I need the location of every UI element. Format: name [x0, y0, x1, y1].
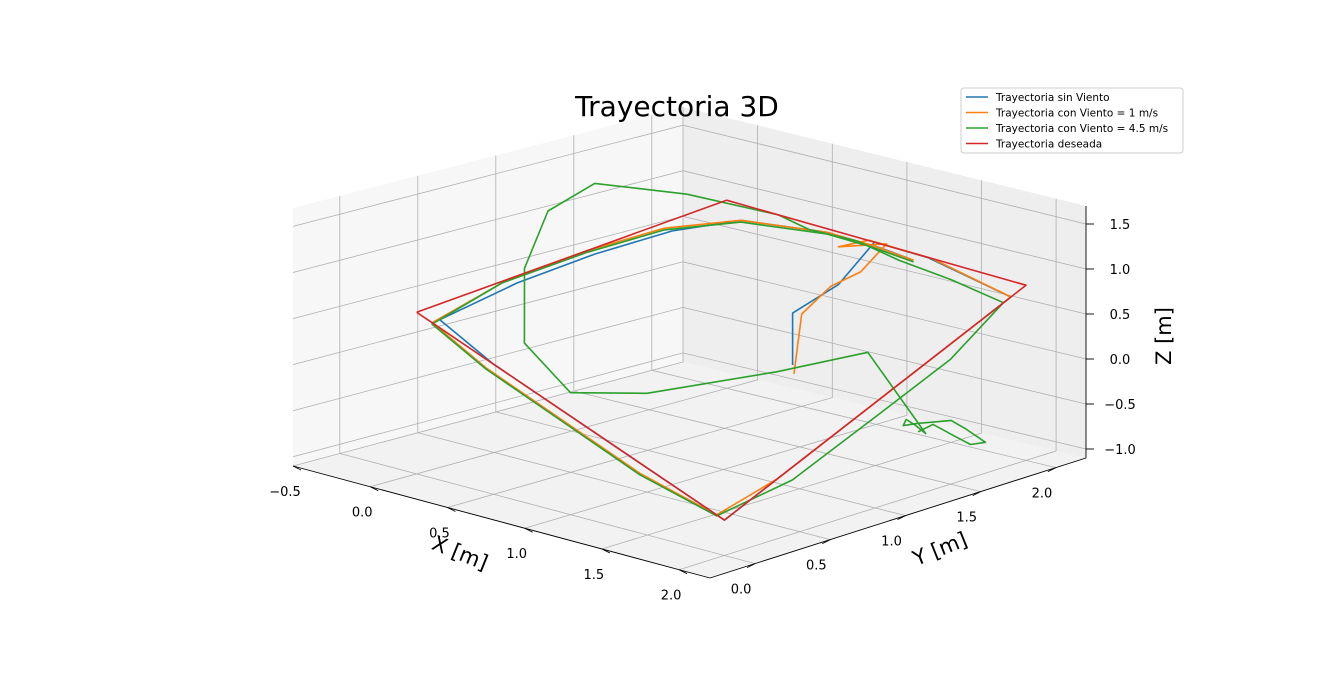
- z-grid-line: [292, 170, 1087, 273]
- series-line-4: [416, 199, 1027, 521]
- x-tick-label: −0.5: [269, 485, 301, 500]
- x-tick-mark: [524, 527, 533, 533]
- x-grid-line: [524, 162, 908, 529]
- y-axis-line: [709, 457, 1087, 579]
- z-grid-line: [292, 261, 1087, 365]
- legend: Trayectoria sin Viento Trayectoria con Vi…: [960, 87, 1184, 154]
- x-tick-mark: [601, 548, 611, 554]
- y-tick-label: 0.0: [731, 583, 752, 598]
- z-grid-line: [292, 124, 1087, 227]
- z-axis-label: Z [m]: [1152, 307, 1176, 365]
- z-tick-label: 1.5: [1110, 218, 1131, 233]
- x-axis-line: [292, 465, 711, 579]
- legend-label: Trayectoria sin Viento: [995, 92, 1110, 104]
- x-tick-label: 2.0: [661, 589, 682, 604]
- x-tick-mark: [370, 486, 379, 492]
- x-grid-line: [447, 143, 833, 508]
- legend-label: Trayectoria con Viento = 4.5 m/s: [995, 123, 1168, 135]
- y-tick-mark: [897, 515, 906, 521]
- data-series: [416, 182, 1027, 521]
- x-tick-label: 0.5: [429, 526, 450, 541]
- axes: −0.5 0.0 0.5 1.0 1.5 2.0 0.0 0.5 1.0 1.5 2.0 −1.0 −0…: [269, 206, 1136, 604]
- z-grid-line: [292, 306, 1087, 412]
- z-tick-label: −0.5: [1104, 398, 1136, 413]
- x-tick-label: 1.0: [506, 547, 527, 562]
- x-axis-label: X [m]: [429, 531, 492, 575]
- z-tick-label: 0.0: [1110, 353, 1131, 368]
- legend-label: Trayectoria deseada: [995, 138, 1102, 150]
- y-tick-label: 1.0: [881, 535, 902, 550]
- legend-frame: [960, 87, 1184, 154]
- x-tick-mark: [292, 465, 302, 471]
- y-tick-mark: [972, 491, 981, 497]
- chart-title: Trayectoria 3D: [574, 90, 779, 123]
- x-grid-line: [292, 107, 684, 467]
- x-tick-mark: [678, 569, 688, 575]
- y-tick-label: 0.5: [806, 559, 827, 574]
- y-tick-mark: [822, 539, 831, 545]
- y-grid-line: [339, 195, 756, 564]
- y-tick-label: 2.0: [1032, 487, 1053, 502]
- y-grid-line: [651, 115, 1056, 468]
- z-grid-line: [292, 352, 1087, 458]
- grid-lines: [292, 107, 1087, 571]
- z-tick-label: 1.0: [1110, 263, 1131, 278]
- y-axis-label: Y [m]: [908, 527, 970, 571]
- series-line-3: [431, 182, 1005, 517]
- x-tick-label: 0.0: [352, 506, 373, 521]
- x-tick-mark: [447, 507, 456, 512]
- y-grid-line: [495, 155, 906, 516]
- z-tick-label: −1.0: [1104, 443, 1136, 458]
- x-tick-label: 1.5: [584, 568, 605, 583]
- y-tick-mark: [746, 563, 756, 569]
- z-tick-label: 0.5: [1110, 308, 1131, 323]
- y-grid-line: [573, 135, 981, 492]
- legend-label: Trayectoria con Viento = 1 m/s: [995, 107, 1158, 119]
- y-tick-label: 1.5: [956, 511, 977, 526]
- x-grid-line: [678, 198, 1057, 571]
- y-tick-mark: [1047, 467, 1057, 473]
- floor-pane: [293, 362, 1086, 578]
